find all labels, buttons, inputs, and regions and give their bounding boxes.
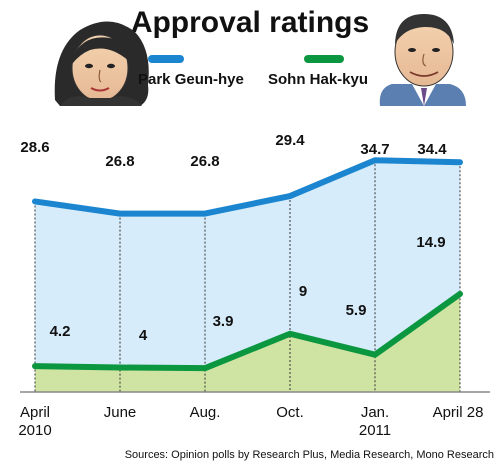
data-label-sohn-1: 4 [139, 327, 148, 344]
data-label-park-2: 26.8 [190, 153, 219, 170]
data-label-sohn-3: 9 [299, 283, 307, 300]
data-label-park-5: 34.4 [417, 141, 447, 158]
x-tick-label-0: April 2010 [18, 404, 51, 439]
data-label-park-3: 29.4 [275, 132, 305, 149]
data-label-sohn-5: 14.9 [416, 234, 445, 251]
x-tick-label-5: April 28 [433, 404, 484, 421]
sohn-hak-kyu-portrait [379, 14, 466, 106]
line-sohn-hak-kyu [32, 290, 463, 372]
data-label-park-4: 34.7 [360, 141, 389, 158]
x-tick-label-2: Aug. [190, 404, 221, 421]
park-geun-hye-portrait [54, 21, 149, 106]
area-park-geun-hye [35, 160, 460, 369]
x-tick-label-4: Jan. 2011 [359, 404, 391, 439]
legend: Park Geun-hye Sohn Hak-kyu [138, 55, 368, 88]
data-label-park-0: 28.6 [20, 139, 49, 156]
x-tick-label-3: Oct. [276, 404, 304, 421]
area-sohn-hak-kyu [35, 293, 460, 392]
line-park-geun-hye [32, 157, 463, 217]
legend-label-sohn: Sohn Hak-kyu [268, 71, 368, 88]
data-label-sohn-2: 3.9 [213, 313, 234, 330]
chart-title: Approval ratings [131, 6, 369, 39]
x-tick-label-1: June [104, 404, 137, 421]
source-note: Sources: Opinion polls by Research Plus,… [125, 449, 494, 461]
legend-label-park: Park Geun-hye [138, 71, 244, 88]
data-label-sohn-4: 5.9 [346, 302, 367, 319]
data-label-park-1: 26.8 [105, 153, 134, 170]
data-label-sohn-0: 4.2 [50, 323, 71, 340]
